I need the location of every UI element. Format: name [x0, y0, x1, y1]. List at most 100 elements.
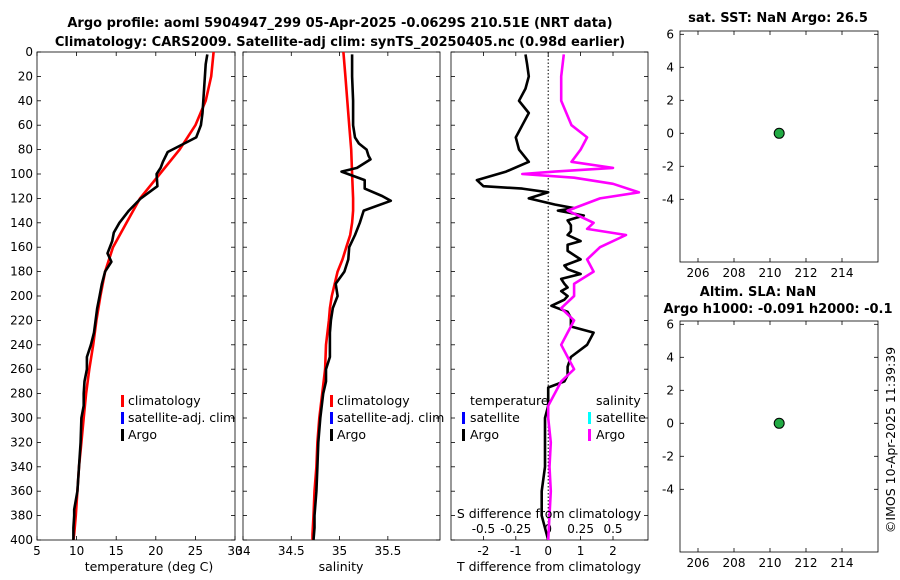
x-tick-label: 15 — [109, 544, 124, 558]
figure-title-line2: Climatology: CARS2009. Satellite-adj cli… — [55, 35, 625, 50]
y-tick-label: 60 — [18, 118, 33, 132]
y-tick-label: 2 — [666, 383, 674, 397]
x-tick-label: -2 — [477, 544, 489, 558]
sla-panel-title: Altim. SLA: NaN — [700, 285, 816, 300]
legend-label: satellite — [596, 410, 646, 425]
y-tick-label: 6 — [666, 27, 674, 41]
legend-swatch-climatology — [121, 395, 124, 407]
salinity-xlabel: salinity — [319, 559, 364, 574]
temperature-xlabel: temperature (deg C) — [85, 559, 214, 574]
legend-swatch-argo — [588, 429, 591, 441]
legend-swatch-satellite — [121, 412, 124, 424]
y-tick-label: 0 — [666, 416, 674, 430]
sla-panel-subtitle: Argo h1000: -0.091 h2000: -0.1 — [663, 302, 892, 317]
y-tick-label: 200 — [10, 289, 33, 303]
legend-label: Argo — [337, 427, 366, 442]
y-tick-label: 340 — [10, 460, 33, 474]
x-tick-label: 208 — [723, 266, 746, 280]
y-tick-label: 160 — [10, 240, 33, 254]
y-tick-label: 240 — [10, 338, 33, 352]
legend-swatch-climatology — [330, 395, 333, 407]
y-tick-label: -2 — [662, 159, 674, 173]
salinity-panel: 34 34.5 35 35.5 — [235, 51, 441, 558]
x-tick-label: 34.5 — [278, 544, 305, 558]
diff-xlabel-s: S difference from climatology — [457, 506, 642, 521]
y-tick-label: -4 — [662, 192, 674, 206]
y-tick-label: 2 — [666, 93, 674, 107]
y-tick-label: 80 — [18, 143, 33, 157]
salinity-legend: climatology satellite-adj. clim Argo — [330, 393, 444, 442]
series-line-t-argo — [475, 54, 595, 541]
legend-label: Argo — [128, 427, 157, 442]
y-tick-label: 320 — [10, 435, 33, 449]
difference-legend: temperature satellite Argo salinity sate… — [462, 393, 646, 442]
x2-tick-label: 0.5 — [603, 522, 622, 536]
x-tick-label: 0 — [544, 544, 552, 558]
legend-swatch-satellite — [330, 412, 333, 424]
y-tick-label: 40 — [18, 94, 33, 108]
series-line-argo — [72, 54, 209, 540]
x-tick-label: 35.5 — [374, 544, 401, 558]
x-tick-label: 210 — [759, 266, 782, 280]
legend-header-salinity: salinity — [596, 393, 641, 408]
x-tick-label: 2 — [609, 544, 617, 558]
y-tick-label: 20 — [18, 69, 33, 83]
x-tick-label: -1 — [510, 544, 522, 558]
legend-label: Argo — [596, 427, 625, 442]
legend-swatch-satellite — [588, 412, 591, 424]
legend-swatch-argo — [462, 429, 465, 441]
y-tick-label: 0 — [666, 126, 674, 140]
legend-swatch-argo — [330, 429, 333, 441]
x2-tick-label: -0.5 — [472, 522, 495, 536]
sla-panel: 206 208 210 212 214 6 4 2 0 -2 -4 — [662, 317, 879, 570]
y-tick-label: 260 — [10, 362, 33, 376]
x-tick-label: 20 — [148, 544, 163, 558]
axes-frame — [242, 51, 441, 541]
series-line-climatology — [72, 51, 215, 541]
legend-label: Argo — [470, 427, 499, 442]
sst-panel-title: sat. SST: NaN Argo: 26.5 — [688, 11, 868, 26]
x-tick-label: 210 — [759, 556, 782, 570]
x-tick-label: 206 — [687, 556, 710, 570]
y-tick-label: 6 — [666, 317, 674, 331]
y-tick-label: 300 — [10, 411, 33, 425]
figure-title-line1: Argo profile: aoml 5904947_299 05-Apr-20… — [67, 16, 612, 31]
x2-tick-label: 0.25 — [567, 522, 594, 536]
scatter-point — [773, 417, 785, 429]
temperature-panel: 5 10 15 20 25 3002040608010012014016018020022… — [10, 45, 243, 558]
legend-label: satellite — [470, 410, 520, 425]
x-tick-label: 30 — [227, 544, 242, 558]
legend-label: satellite-adj. clim — [337, 410, 444, 425]
x2-tick-label: -0.25 — [500, 522, 531, 536]
x-tick-label: 214 — [831, 266, 854, 280]
x-tick-label: 208 — [723, 556, 746, 570]
temperature-legend: climatology satellite-adj. clim Argo — [121, 393, 235, 442]
y-tick-label: -2 — [662, 449, 674, 463]
y-tick-label: 0 — [25, 45, 33, 59]
diff-xlabel-t: T difference from climatology — [456, 559, 642, 574]
y-tick-label: 120 — [10, 191, 33, 205]
y-tick-label: 140 — [10, 216, 33, 230]
axes-frame — [679, 320, 879, 553]
y-tick-label: 380 — [10, 509, 33, 523]
y-tick-label: 100 — [10, 167, 33, 181]
legend-label: satellite-adj. clim — [128, 410, 235, 425]
x-tick-label: 5 — [33, 544, 41, 558]
series-line-argo — [312, 54, 393, 541]
axes-frame — [679, 30, 879, 263]
y-tick-label: -4 — [662, 482, 674, 496]
axes-frame — [36, 51, 236, 541]
y-tick-label: 4 — [666, 350, 674, 364]
legend-label: climatology — [337, 393, 410, 408]
x-tick-label: 1 — [577, 544, 585, 558]
series-line-s-argo — [520, 54, 641, 541]
y-tick-label: 220 — [10, 313, 33, 327]
legend-swatch-satellite — [462, 412, 465, 424]
legend-swatch-argo — [121, 429, 124, 441]
imos-watermark: ©IMOS 10-Apr-2025 11:39:39 — [883, 347, 898, 533]
y-tick-label: 360 — [10, 484, 33, 498]
x-tick-label: 10 — [69, 544, 84, 558]
x-tick-label: 34 — [235, 544, 250, 558]
